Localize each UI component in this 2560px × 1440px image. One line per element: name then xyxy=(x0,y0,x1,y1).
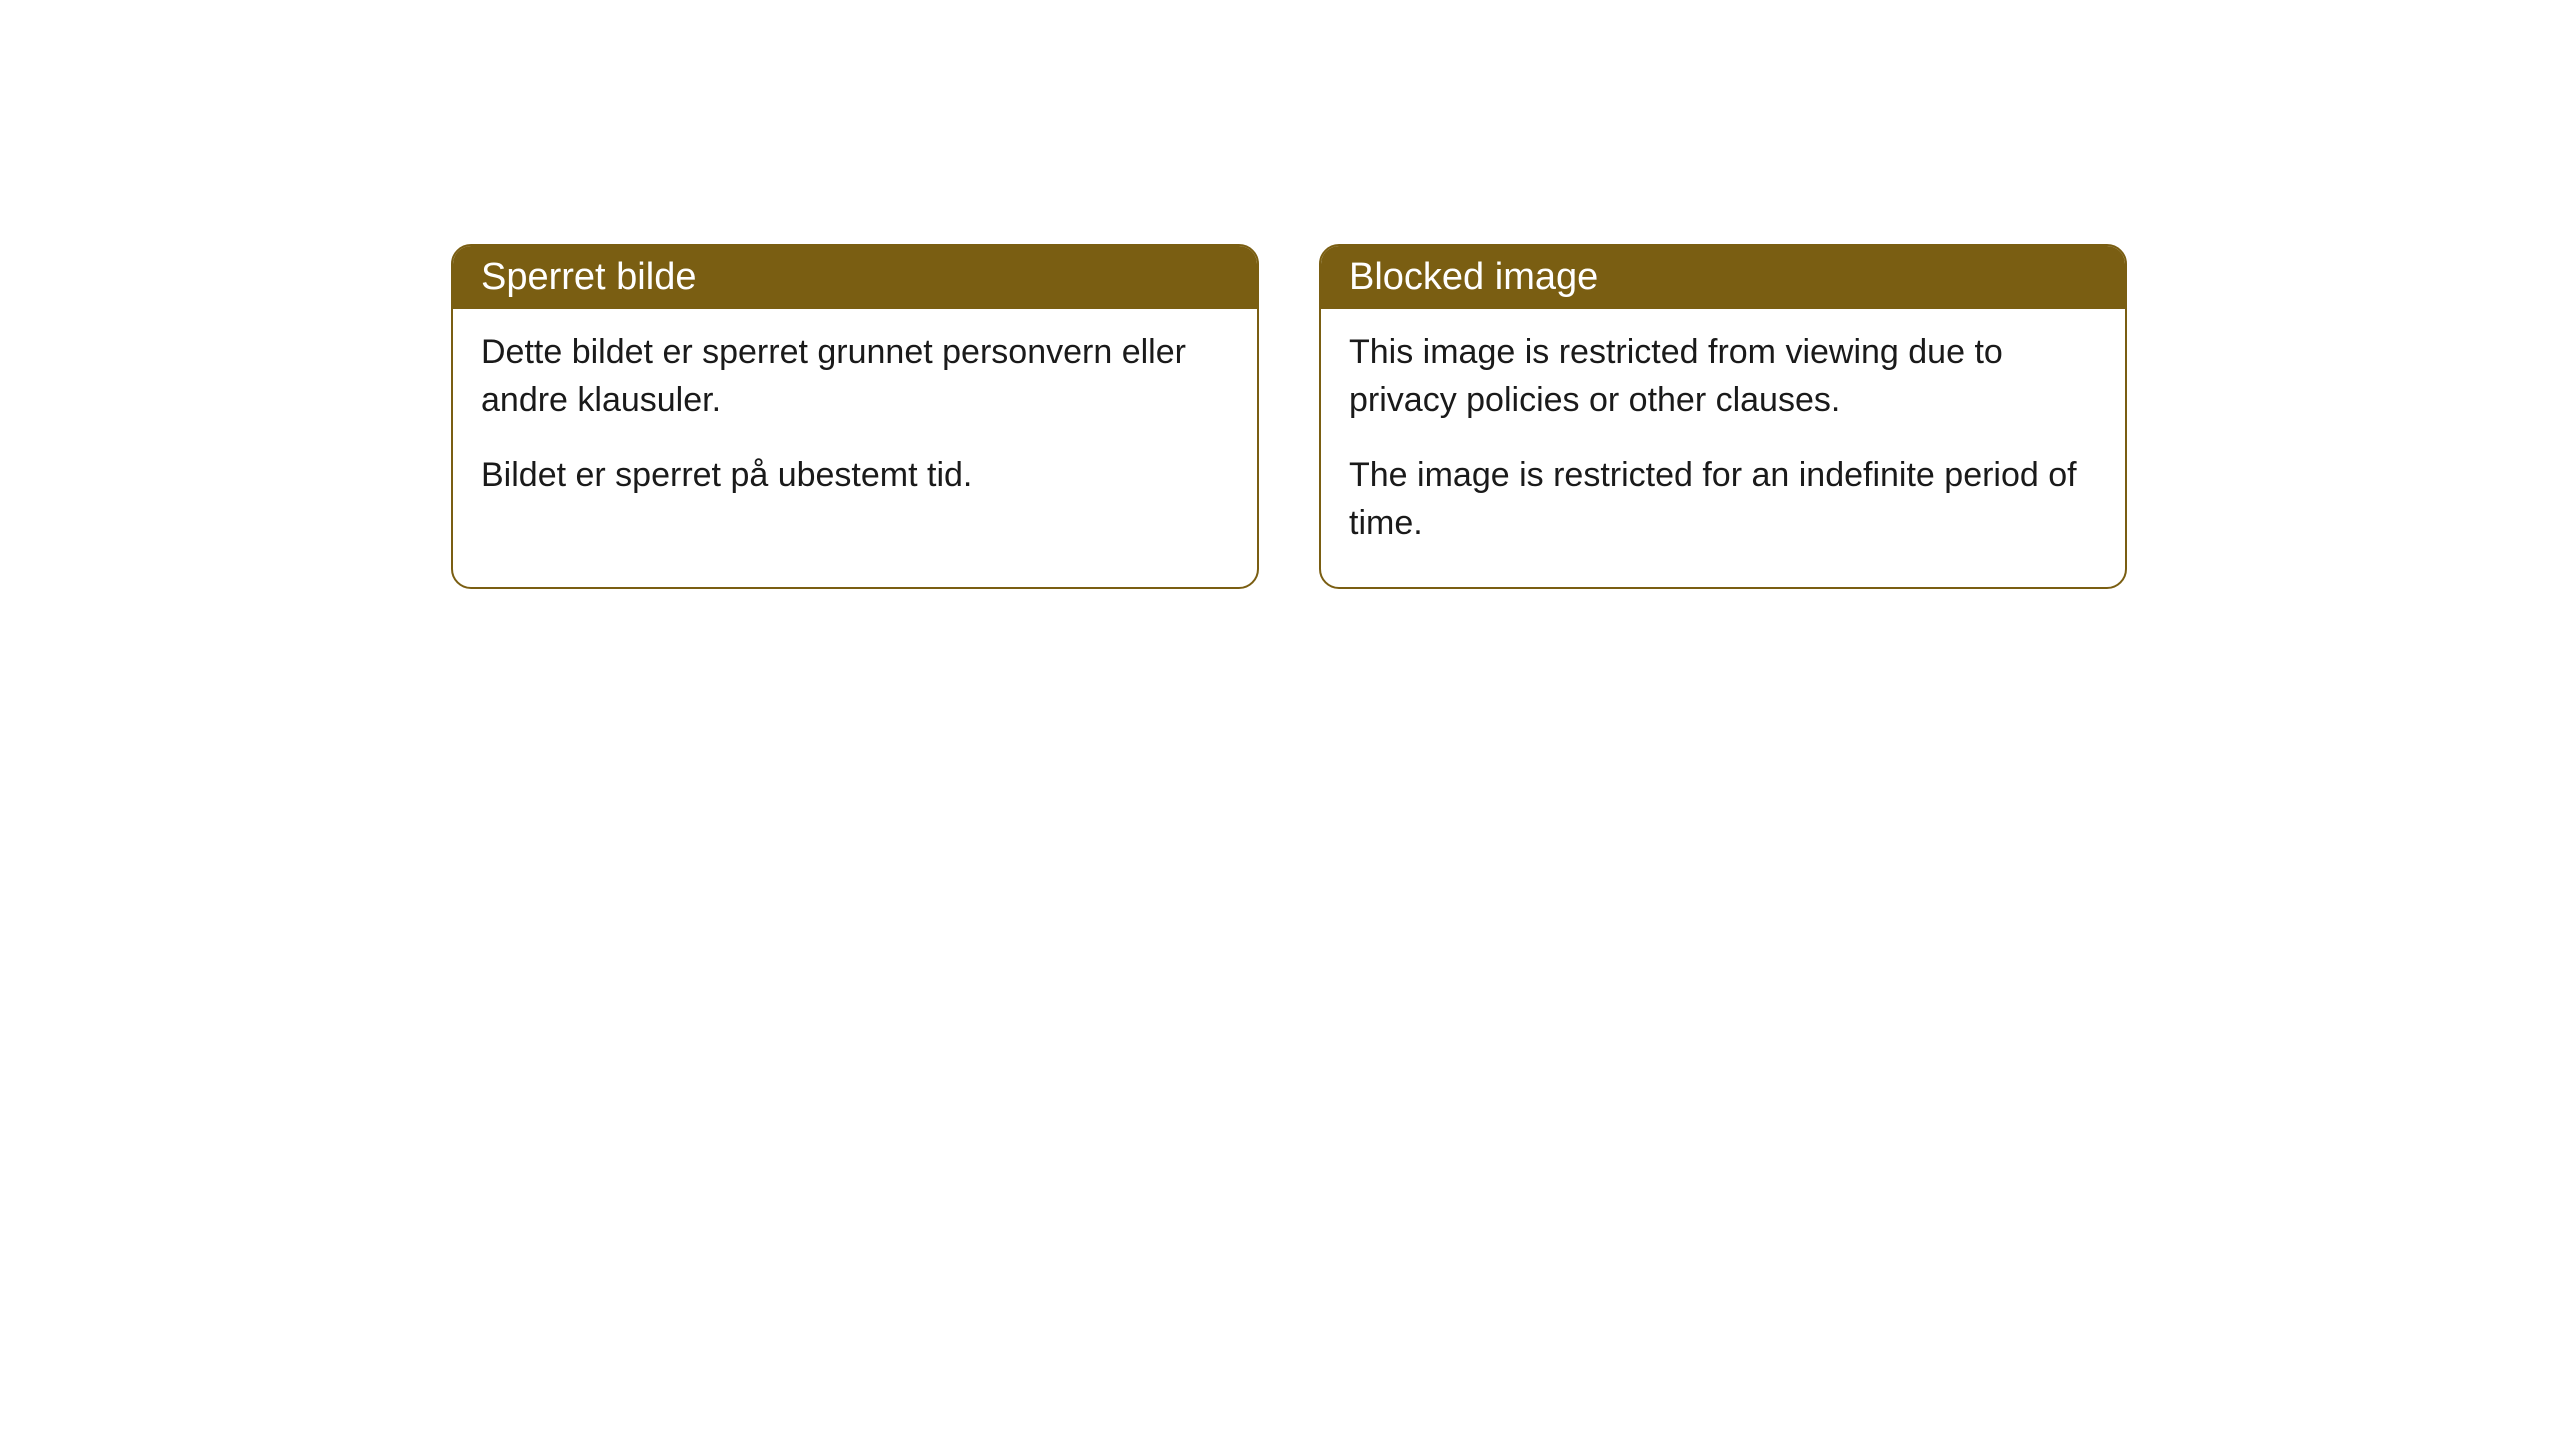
blocked-image-card-english: Blocked image This image is restricted f… xyxy=(1319,244,2127,589)
card-body: Dette bildet er sperret grunnet personve… xyxy=(453,309,1257,540)
card-body: This image is restricted from viewing du… xyxy=(1321,309,2125,587)
card-header: Blocked image xyxy=(1321,246,2125,309)
card-header: Sperret bilde xyxy=(453,246,1257,309)
blocked-image-card-norwegian: Sperret bilde Dette bildet er sperret gr… xyxy=(451,244,1259,589)
card-paragraph: This image is restricted from viewing du… xyxy=(1349,329,2097,424)
card-paragraph: Dette bildet er sperret grunnet personve… xyxy=(481,329,1229,424)
notice-cards-container: Sperret bilde Dette bildet er sperret gr… xyxy=(451,244,2127,589)
card-paragraph: Bildet er sperret på ubestemt tid. xyxy=(481,452,1229,500)
card-title: Blocked image xyxy=(1349,256,1598,298)
card-paragraph: The image is restricted for an indefinit… xyxy=(1349,452,2097,547)
card-title: Sperret bilde xyxy=(481,256,696,298)
